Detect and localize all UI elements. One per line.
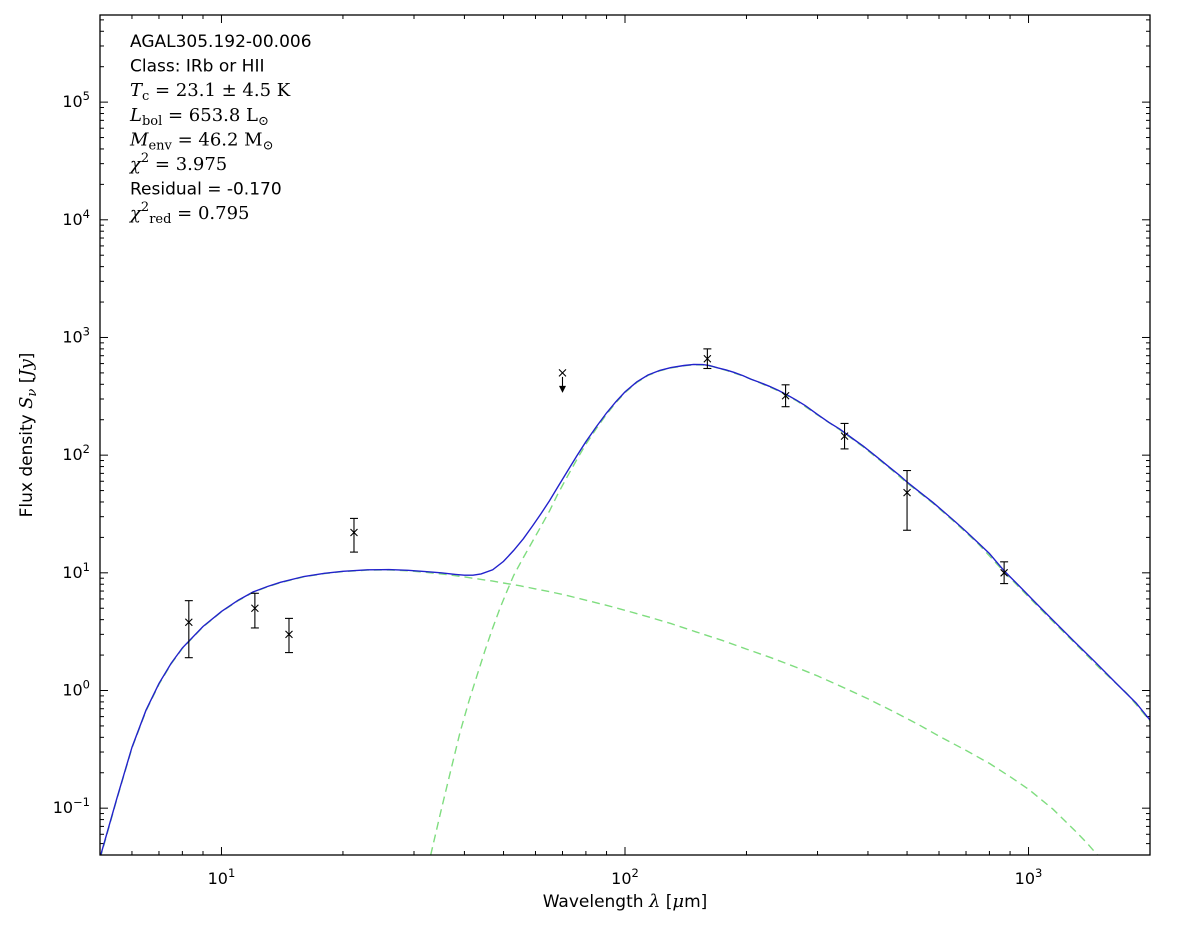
x-axis-label: Wavelength λ [μm] [543, 891, 708, 912]
warm-component-curve [100, 569, 1099, 855]
data-point [903, 469, 912, 531]
annotation-reduced-chi-squared: χ2red = 0.795 [128, 200, 250, 227]
annotation-class: Class: IRb or HII [130, 57, 264, 77]
data-point [250, 592, 259, 629]
data-points [184, 348, 1009, 659]
total-model-curve [100, 363, 1150, 855]
data-point [1000, 561, 1009, 585]
annotation-dust-temperature: Tc = 23.1 ± 4.5 K [130, 80, 291, 104]
y-tick-label: 102 [62, 442, 90, 464]
annotation-residual: Residual = -0.170 [130, 180, 282, 200]
data-point [781, 384, 790, 408]
annotation-chi-squared: χ2 = 3.975 [128, 151, 227, 175]
data-point [349, 517, 358, 553]
x-tick-label: 102 [611, 866, 639, 888]
data-point [703, 348, 712, 370]
data-point [284, 617, 293, 654]
model-curves [100, 363, 1150, 855]
annotation-source-name: AGAL305.192-00.006 [130, 32, 312, 52]
x-tick-label: 101 [208, 866, 236, 888]
plot-frame [99, 14, 1151, 856]
y-tick-label: 100 [62, 677, 90, 699]
data-point [558, 369, 567, 393]
y-axis-label: Flux density Sν [Jy] [16, 353, 40, 518]
y-tick-label: 101 [62, 560, 90, 582]
data-point [184, 600, 193, 659]
data-point [840, 422, 849, 450]
upper-limit-arrow-icon [558, 385, 566, 393]
y-tick-label: 104 [62, 207, 90, 229]
annotation-envelope-mass: Menv = 46.2 M⊙ [129, 129, 274, 153]
annotation-bolometric-luminosity: Lbol = 653.8 L⊙ [129, 105, 269, 129]
y-tick-label: 105 [62, 89, 90, 111]
y-tick-label: 103 [62, 324, 90, 346]
axis-ticks [100, 15, 1150, 855]
y-tick-label: 10−1 [53, 795, 90, 817]
x-tick-label: 103 [1015, 866, 1043, 888]
